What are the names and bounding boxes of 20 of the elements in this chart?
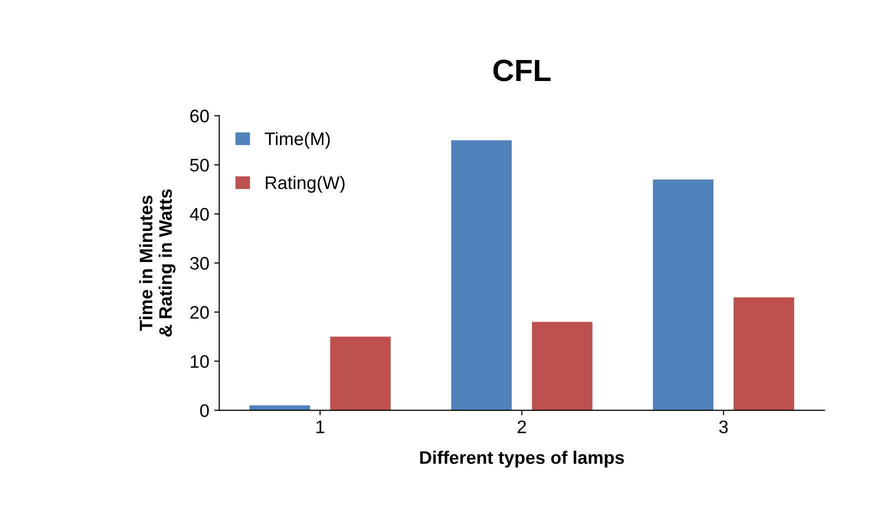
x-tick-label: 1 bbox=[316, 420, 324, 434]
y-tick-label: 10 bbox=[190, 355, 209, 368]
y-tick-label: 50 bbox=[190, 158, 209, 172]
chart-title: CFL bbox=[493, 60, 551, 82]
bar bbox=[532, 322, 592, 410]
x-tick-label: 2 bbox=[518, 420, 526, 434]
legend-label: Time(M) bbox=[264, 132, 330, 149]
bar bbox=[451, 140, 512, 410]
x-axis-title: Different types of lamps bbox=[420, 450, 624, 468]
y-tick-label: 60 bbox=[190, 110, 209, 122]
y-axis-title: Time in Minutes & Rating in Watts bbox=[139, 189, 176, 337]
bar bbox=[652, 180, 714, 410]
y-tick-label: 0 bbox=[200, 404, 209, 417]
bar bbox=[734, 297, 794, 410]
legend-label: Rating(W) bbox=[266, 176, 345, 193]
x-tick-label: 3 bbox=[719, 420, 728, 434]
y-tick-label: 20 bbox=[190, 306, 209, 319]
bar bbox=[330, 336, 391, 410]
y-tick-label: 30 bbox=[190, 256, 209, 270]
y-tick-label: 40 bbox=[190, 208, 209, 221]
